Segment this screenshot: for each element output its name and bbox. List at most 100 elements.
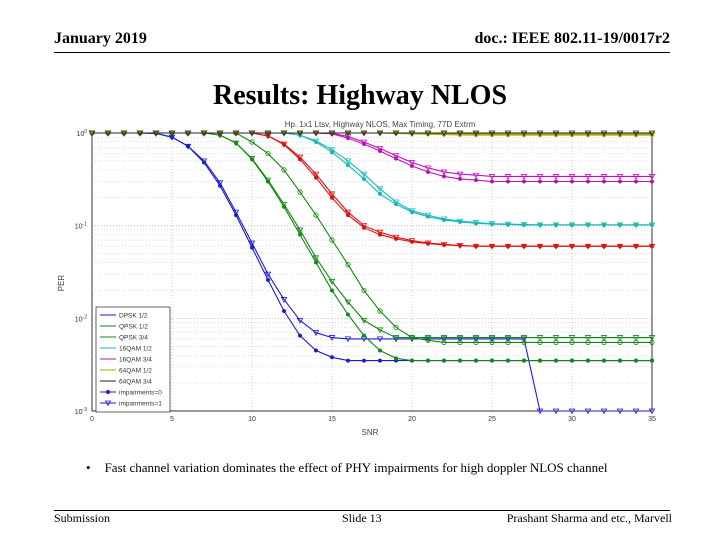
data-point — [250, 245, 254, 250]
legend-label: impairments=1 — [119, 401, 162, 408]
data-point — [568, 131, 576, 138]
data-point — [616, 174, 624, 180]
data-point — [328, 279, 336, 285]
data-point — [346, 312, 350, 317]
data-point — [584, 243, 592, 250]
legend-label: 64QAM 3/4 — [119, 379, 152, 386]
data-point — [632, 335, 640, 341]
data-point — [441, 339, 447, 345]
data-point — [280, 297, 288, 303]
data-point — [280, 141, 288, 148]
data-point — [504, 336, 512, 343]
data-point — [248, 240, 256, 247]
y-tick-label: 100 — [76, 129, 87, 138]
data-point — [473, 339, 479, 345]
data-point — [490, 179, 494, 184]
data-point — [296, 317, 304, 324]
data-point — [616, 131, 624, 138]
data-point — [378, 358, 382, 363]
x-tick-label: 15 — [328, 416, 336, 423]
data-point — [616, 243, 624, 250]
data-point — [618, 358, 622, 363]
data-point — [632, 174, 640, 180]
footer-slide-number: Slide 13 — [342, 511, 382, 525]
data-point — [280, 130, 288, 137]
data-point — [568, 243, 576, 250]
data-point — [472, 336, 480, 343]
data-point — [616, 222, 624, 229]
data-point — [506, 179, 510, 184]
data-point — [584, 408, 592, 415]
data-point — [392, 199, 400, 206]
data-point — [330, 355, 334, 360]
y-tick-label: 10-3 — [75, 407, 87, 416]
chart-ylabel: PER — [57, 275, 66, 292]
data-point — [408, 208, 416, 215]
data-point — [392, 234, 400, 241]
data-point — [362, 358, 366, 363]
data-point — [456, 171, 464, 178]
data-point — [456, 131, 464, 138]
data-point — [520, 130, 528, 137]
data-point — [440, 335, 448, 341]
data-point — [554, 358, 558, 363]
footer-authors: Prashant Sharma and etc., Marvell — [506, 511, 672, 525]
data-point — [377, 308, 383, 314]
data-point — [488, 130, 496, 137]
data-point — [520, 174, 528, 180]
data-point — [297, 189, 303, 195]
data-point — [618, 179, 622, 184]
plot-frame — [91, 132, 653, 412]
data-point — [264, 177, 272, 184]
data-point — [600, 335, 608, 341]
data-point — [632, 222, 640, 229]
data-point — [586, 358, 590, 363]
data-point — [424, 212, 432, 219]
data-point — [440, 130, 448, 137]
data-point — [474, 178, 478, 183]
data-point — [600, 408, 608, 415]
data-point — [616, 335, 624, 341]
data-point — [472, 220, 480, 226]
data-point — [296, 227, 304, 234]
data-point — [552, 131, 560, 138]
data-point — [104, 130, 112, 137]
data-point — [344, 130, 352, 137]
data-point — [488, 336, 496, 343]
data-point — [456, 218, 464, 225]
data-point — [488, 243, 496, 250]
data-point — [648, 174, 656, 180]
data-point — [648, 335, 656, 341]
data-point — [328, 147, 336, 154]
data-point — [522, 358, 526, 363]
data-point — [346, 358, 350, 363]
data-point — [425, 337, 431, 343]
data-point — [298, 333, 302, 338]
y-tick-label: 10-2 — [75, 314, 87, 323]
x-tick-label: 0 — [90, 416, 94, 423]
data-point — [424, 130, 432, 137]
data-point — [330, 195, 334, 200]
data-point — [520, 222, 528, 228]
data-point — [408, 160, 416, 166]
data-point — [296, 130, 304, 137]
data-point — [328, 191, 336, 198]
data-point — [360, 139, 368, 146]
data-point — [376, 327, 384, 334]
data-point — [632, 131, 640, 138]
data-point — [536, 130, 544, 137]
data-point — [617, 339, 623, 345]
data-point — [536, 174, 544, 180]
data-point — [568, 335, 576, 341]
data-point — [504, 131, 512, 138]
data-point — [88, 130, 96, 137]
data-point — [424, 336, 432, 343]
data-point — [360, 130, 368, 137]
data-point — [458, 176, 462, 181]
data-point — [392, 153, 400, 160]
data-point — [314, 175, 318, 180]
data-point — [312, 130, 320, 137]
data-point — [650, 179, 654, 184]
bullet-marker: • — [86, 460, 91, 475]
data-point — [329, 237, 335, 243]
